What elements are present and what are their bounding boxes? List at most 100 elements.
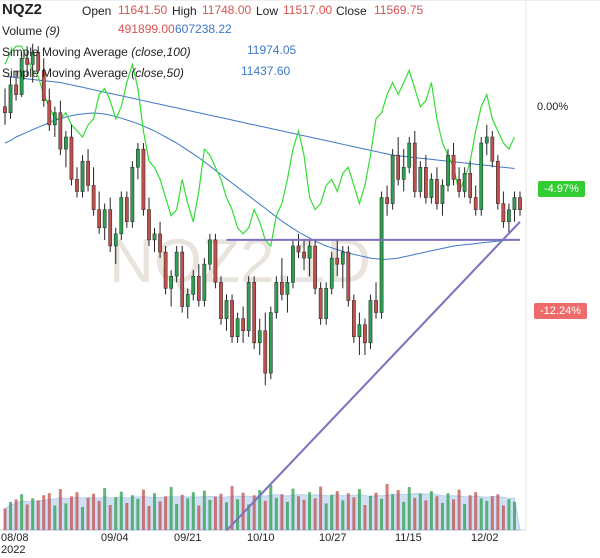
candle-body — [136, 148, 140, 168]
candle-body — [191, 275, 196, 295]
volume-bar — [346, 493, 350, 530]
volume-bar — [158, 501, 162, 530]
candle-body — [495, 160, 500, 204]
trend-line — [225, 221, 521, 532]
x-tick-label: 10/27 — [319, 532, 347, 544]
volume-bar — [114, 497, 118, 530]
candle-body — [230, 300, 234, 338]
sma50-line — [4, 112, 515, 260]
volume-label: Volume (9) — [2, 24, 60, 38]
candle-body — [307, 245, 312, 259]
volume-bar — [485, 500, 489, 530]
volume-bar — [302, 499, 306, 530]
candle-body — [47, 100, 52, 126]
sma50-value: 11437.60 — [241, 64, 291, 78]
volume-bar — [285, 501, 289, 530]
candle-body — [130, 167, 135, 223]
volume-bar — [385, 484, 389, 530]
candle-body — [446, 154, 450, 186]
volume-bar — [374, 492, 378, 530]
candle-body — [280, 282, 284, 295]
candle-body — [324, 288, 329, 319]
volume-bar — [241, 492, 245, 530]
volume-bar — [208, 499, 212, 530]
candle-body — [185, 294, 190, 307]
volume-bar — [274, 497, 278, 530]
candle-body — [374, 300, 378, 313]
volume-bar — [324, 503, 328, 530]
volume-bar — [108, 504, 112, 530]
volume-bar — [418, 493, 422, 530]
candle-body — [285, 282, 290, 295]
open-value: 11641.50 — [118, 3, 168, 17]
volume-bar — [191, 492, 195, 530]
volume-bar — [269, 485, 273, 530]
green-line-layer — [4, 45, 516, 248]
candle-body — [396, 154, 401, 180]
volume-bar — [247, 504, 251, 530]
volume-bar — [164, 496, 168, 530]
volume-bar — [479, 498, 483, 530]
candle-body — [407, 142, 412, 168]
candle-body — [174, 251, 179, 277]
sma100-label-text: Simple Moving Average — [2, 45, 128, 59]
candle-body — [52, 112, 57, 126]
candle-body — [213, 239, 218, 283]
volume-bar — [363, 504, 367, 530]
volume-bar — [81, 507, 85, 530]
candle-body — [352, 300, 356, 338]
volume-bar — [9, 501, 13, 530]
candle-body — [462, 173, 467, 192]
volume-bar — [391, 494, 395, 530]
volume-bar — [291, 488, 295, 530]
candle-body — [58, 112, 63, 150]
high-label: High — [172, 4, 197, 18]
sma100-value: 11974.05 — [247, 43, 297, 57]
x-tick-label: 09/04 — [101, 532, 129, 544]
volume-bar — [86, 497, 90, 530]
volume-bar — [446, 493, 450, 530]
candle-body — [385, 197, 389, 204]
candle-body — [8, 84, 13, 114]
candle-body — [108, 209, 113, 247]
volume-bar — [36, 500, 40, 530]
candle-body — [401, 167, 406, 180]
volume-bar — [352, 497, 356, 530]
volume-bar — [452, 499, 456, 530]
candle-body — [429, 179, 434, 198]
candle-body — [246, 282, 251, 331]
sma100-param: (close,100) — [131, 45, 191, 59]
volume-bar — [512, 501, 516, 530]
candle-body — [257, 330, 262, 344]
sma50-label: Simple Moving Average (close,50) — [2, 66, 184, 80]
candle-body — [158, 233, 162, 253]
volume-bar — [31, 498, 35, 530]
volume-bar — [69, 496, 73, 530]
volume-bar — [357, 489, 361, 530]
volume-bar — [341, 500, 345, 530]
candle-body — [224, 300, 229, 319]
volume-layer — [3, 484, 521, 531]
candle-body — [14, 84, 18, 95]
candle-body — [274, 282, 279, 313]
sma50-label-text: Simple Moving Average — [2, 66, 128, 80]
candle-body — [97, 209, 101, 229]
candle-body — [390, 154, 395, 204]
volume-bar — [402, 501, 406, 530]
candle-body — [291, 245, 295, 283]
volume-bar — [308, 492, 312, 530]
green-percent-tag: -4.97% — [538, 181, 585, 197]
candle-body — [263, 330, 268, 374]
x-tick-label: 11/15 — [395, 532, 422, 544]
candle-layer — [3, 43, 522, 386]
volume-bar — [103, 488, 107, 530]
sma100-label: Simple Moving Average (close,100) — [2, 45, 191, 59]
candle-body — [412, 142, 417, 192]
volume-bar — [468, 495, 472, 530]
volume-bar — [380, 498, 384, 530]
candle-body — [451, 154, 456, 180]
red-percent-tag: -12.24% — [534, 303, 587, 319]
candle-body — [368, 300, 373, 344]
volume-bar — [280, 494, 284, 530]
